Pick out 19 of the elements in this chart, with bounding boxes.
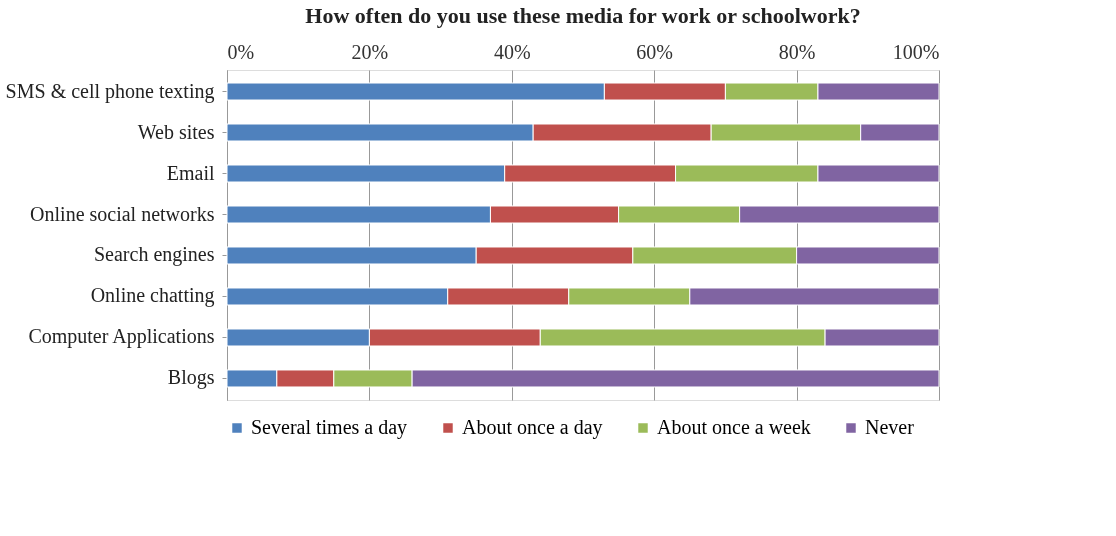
y-tick-label: Online social networks — [30, 202, 215, 225]
y-tick-label: Online chatting — [90, 284, 215, 308]
legend-label: Several times a day — [251, 416, 408, 439]
y-tick-label: Blogs — [167, 366, 215, 390]
y-tick-label: Web sites — [137, 120, 215, 143]
x-tick-label: 0% — [227, 40, 255, 63]
x-tick-label: 60% — [636, 40, 674, 63]
y-tick-label: SMS & cell phone texting — [5, 79, 215, 103]
x-tick-label: 40% — [493, 40, 531, 63]
y-tick-label: Computer Applications — [28, 325, 215, 349]
legend-label: About once a day — [462, 416, 603, 439]
chart-title: How often do you use these media for work or schoolwork? — [305, 3, 861, 28]
legend-label: Never — [865, 416, 915, 438]
x-tick-label: 20% — [351, 40, 389, 63]
y-tick-label: Email — [166, 161, 215, 184]
x-tick-label: 80% — [778, 40, 816, 63]
x-tick-label: 100% — [892, 40, 940, 63]
y-tick-label: Search engines — [93, 243, 215, 267]
legend-label: About once a week — [657, 416, 811, 438]
